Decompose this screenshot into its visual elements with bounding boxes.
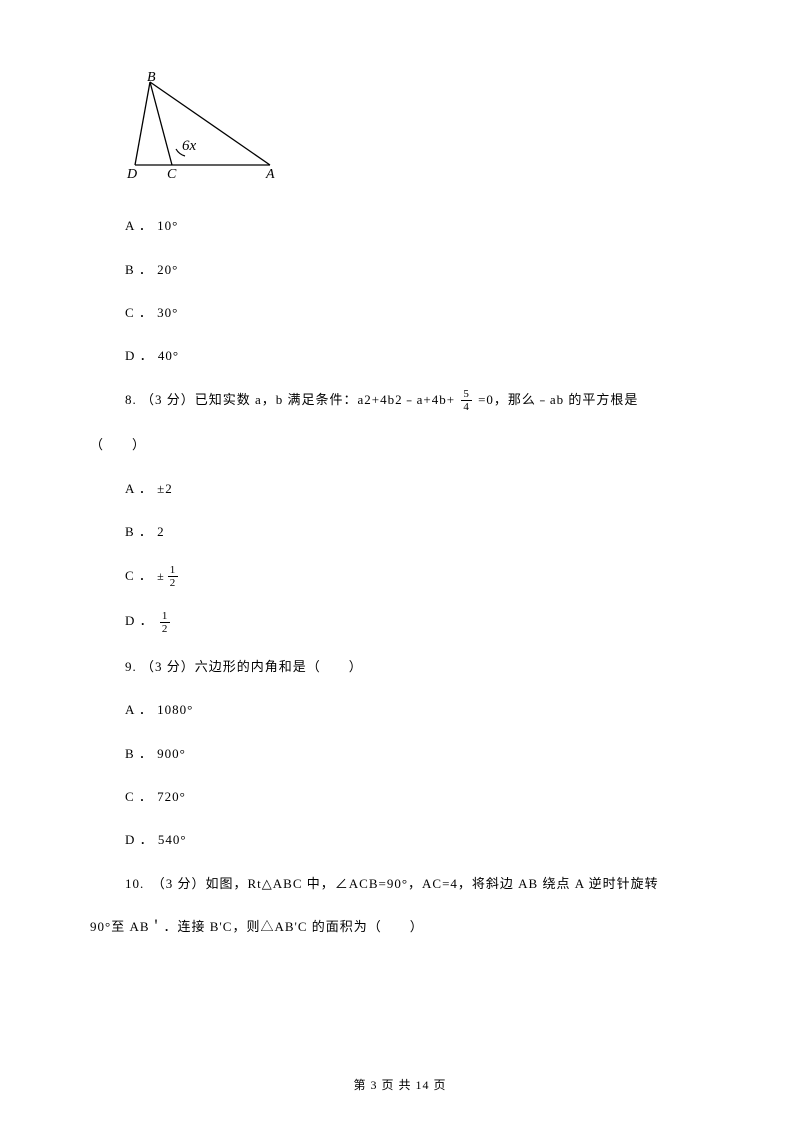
q8-stem-suffix: =0，那么﹣ab 的平方根是 xyxy=(474,392,639,407)
footer-prefix: 第 xyxy=(353,1078,370,1092)
q9-option-C: C ． 720° xyxy=(125,785,710,808)
q8-D-num: 1 xyxy=(160,610,171,623)
diagram-svg: B D C A 6x xyxy=(125,70,280,180)
q10-stem-line2: 90°至 AB＇．连接 B'C，则△AB'C 的面积为（ ） xyxy=(90,915,710,938)
q10-stem-line1: 10. （3 分）如图，Rt△ABC 中，∠ACB=90°，AC=4，将斜边 A… xyxy=(125,872,710,895)
q8-frac-den: 4 xyxy=(461,401,472,413)
line-BA xyxy=(150,82,270,165)
q8-C-frac-wrap: 12 xyxy=(166,564,181,589)
label-B: B xyxy=(147,70,156,85)
q8-D-frac-wrap: 12 xyxy=(158,610,173,635)
q8-C-den: 2 xyxy=(168,577,179,589)
q8-fraction: 54 xyxy=(459,388,474,413)
label-D: D xyxy=(126,167,137,180)
q8-stem: 8. （3 分）已知实数 a，b 满足条件：a2+4b2﹣a+4b+ 54 =0… xyxy=(125,388,710,414)
q8-frac-num: 5 xyxy=(461,388,472,401)
label-A: A xyxy=(265,167,275,180)
q9-stem: 9. （3 分）六边形的内角和是（ ） xyxy=(125,655,710,678)
footer-suffix: 页 xyxy=(430,1078,447,1092)
q8-stem-cont: （ ） xyxy=(90,433,710,456)
q8-option-B: B ． 2 xyxy=(125,520,710,543)
q8-option-D: D ． 12 xyxy=(125,609,710,635)
footer-mid: 页 共 xyxy=(377,1078,415,1092)
q8-D-prefix: D ． xyxy=(125,613,158,628)
footer-total: 14 xyxy=(416,1078,430,1092)
q7-option-C: C ． 30° xyxy=(125,301,710,324)
q7-option-A: A ． 10° xyxy=(125,214,710,237)
q9-option-A: A ． 1080° xyxy=(125,698,710,721)
q8-D-den: 2 xyxy=(160,623,171,635)
q8-stem-prefix: 8. （3 分）已知实数 a，b 满足条件：a2+4b2﹣a+4b+ xyxy=(125,392,459,407)
line-DB xyxy=(135,82,150,165)
q8-C-num: 1 xyxy=(168,564,179,577)
label-angle: 6x xyxy=(182,138,197,154)
q9-option-D: D ． 540° xyxy=(125,828,710,851)
triangle-diagram: B D C A 6x xyxy=(125,70,710,189)
q8-option-C: C ． ±12 xyxy=(125,564,710,590)
q9-option-B: B ． 900° xyxy=(125,742,710,765)
q8-C-pm: ± xyxy=(157,566,165,588)
page-footer: 第 3 页 共 14 页 xyxy=(0,1075,800,1097)
q7-option-B: B ． 20° xyxy=(125,258,710,281)
label-C: C xyxy=(167,167,177,180)
q8-C-fraction: ±12 xyxy=(157,564,180,589)
q7-option-D: D ． 40° xyxy=(125,344,710,367)
q8-C-prefix: C ． xyxy=(125,568,157,583)
q8-option-A: A ． ±2 xyxy=(125,477,710,500)
